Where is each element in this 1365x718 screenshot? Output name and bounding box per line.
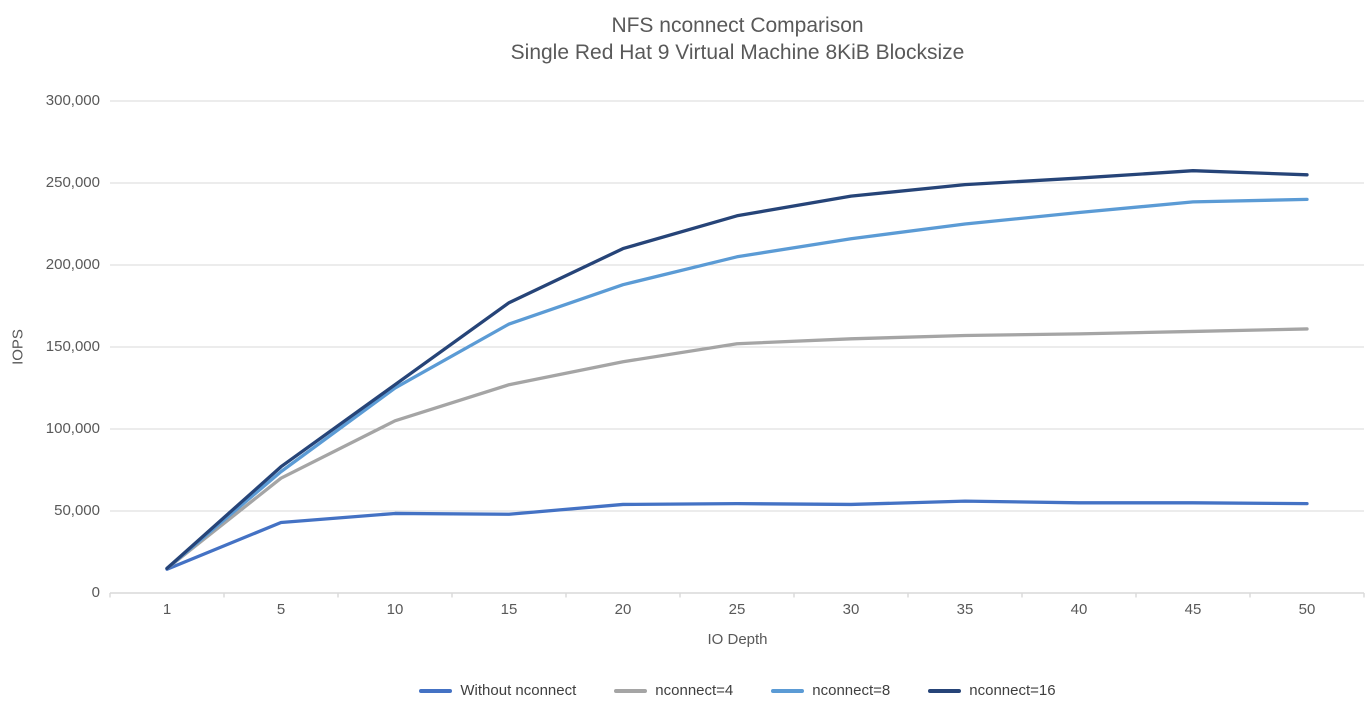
legend-label: nconnect=8 bbox=[812, 682, 891, 699]
y-tick-label: 100,000 bbox=[45, 420, 100, 437]
legend-item-nconnect-8: nconnect=8 bbox=[771, 683, 890, 699]
legend-item-nconnect-16: nconnect=16 bbox=[928, 682, 1056, 699]
y-tick-label: 0 bbox=[91, 584, 100, 601]
series-line-nconnect-8 bbox=[165, 197, 1309, 571]
chart-title: NFS nconnect Comparison Single Red Hat 9… bbox=[110, 12, 1365, 66]
x-tick-label: 45 bbox=[1184, 601, 1202, 618]
x-tick-label: 20 bbox=[614, 601, 632, 618]
y-axis-title: IOPS bbox=[9, 329, 27, 365]
legend-line-swatch-icon bbox=[771, 689, 805, 693]
series-line-nconnect-16 bbox=[165, 169, 1309, 571]
x-tick-label: 1 bbox=[162, 601, 172, 618]
x-tick-label: 40 bbox=[1070, 601, 1088, 618]
legend-label: nconnect=4 bbox=[655, 682, 734, 699]
x-tick-label: 35 bbox=[956, 601, 974, 618]
legend-item-without-nconnect: Without nconnect bbox=[419, 683, 576, 699]
legend: Without nconnect nconnect=4 nconnect=8 ncon… bbox=[110, 683, 1365, 699]
series-line-without-nconnect bbox=[165, 499, 1309, 571]
x-tick-label: 25 bbox=[728, 601, 746, 618]
y-tick-label: 300,000 bbox=[45, 92, 100, 109]
x-tick-label: 30 bbox=[842, 601, 860, 618]
legend-line-swatch-icon bbox=[419, 689, 453, 693]
x-tick-label: 15 bbox=[500, 601, 518, 618]
legend-line-swatch-icon bbox=[614, 689, 648, 693]
legend-label: Without nconnect bbox=[460, 682, 577, 699]
y-tick-label: 200,000 bbox=[45, 256, 100, 273]
x-tick-label: 50 bbox=[1298, 601, 1316, 618]
x-tick-label: 5 bbox=[276, 601, 286, 618]
series-line-nconnect-4 bbox=[165, 327, 1309, 571]
legend-item-nconnect-4: nconnect=4 bbox=[614, 683, 733, 699]
x-tick-label: 10 bbox=[386, 601, 404, 618]
y-tick-label: 250,000 bbox=[45, 174, 100, 191]
y-tick-label: 50,000 bbox=[54, 502, 100, 519]
chart-title-line1: NFS nconnect Comparison bbox=[611, 14, 864, 37]
legend-label: nconnect=16 bbox=[969, 682, 1056, 699]
legend-line-swatch-icon bbox=[928, 689, 962, 693]
chart-title-line2: Single Red Hat 9 Virtual Machine 8KiB Bl… bbox=[510, 41, 965, 64]
x-axis-title: IO Depth bbox=[707, 631, 768, 648]
y-tick-label: 150,000 bbox=[45, 338, 100, 355]
